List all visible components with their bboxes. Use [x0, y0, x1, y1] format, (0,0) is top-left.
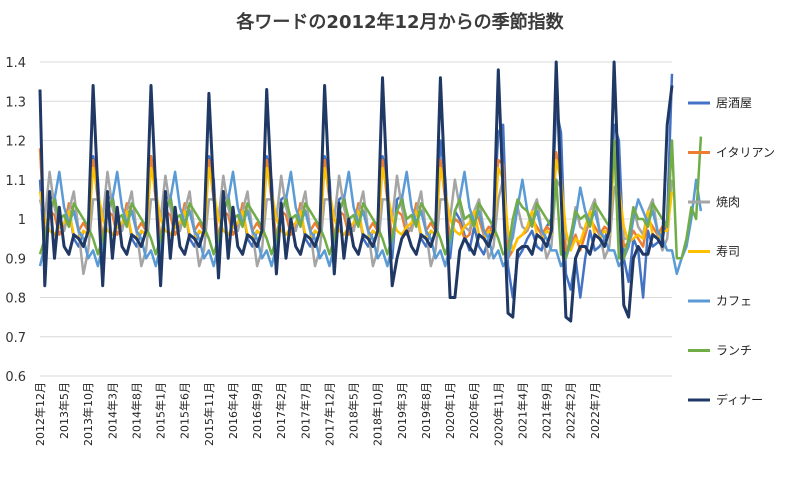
x-tick-label: 2022年7月	[588, 382, 602, 439]
y-tick-label: 1.4	[5, 56, 26, 71]
x-tick-label: 2020年11月	[491, 382, 505, 446]
x-tick-label: 2021年9月	[540, 382, 554, 439]
x-tick-label: 2017年7月	[298, 382, 312, 439]
y-tick-label: 1	[18, 213, 26, 228]
x-tick-label: 2016年9月	[250, 382, 264, 439]
series-line-6	[38, 136, 703, 260]
x-tick-label: 2014年8月	[129, 382, 143, 439]
legend-label: 居酒屋	[716, 96, 752, 110]
x-tick-label: 2012年12月	[33, 382, 47, 446]
x-tick-label: 2013年10月	[81, 382, 95, 446]
x-tick-label: 2018年5月	[347, 382, 361, 439]
x-tick-label: 2015年11月	[202, 382, 216, 446]
legend-label: 焼肉	[716, 195, 740, 209]
legend-label: ディナー	[716, 392, 763, 407]
x-tick-label: 2013年5月	[57, 382, 71, 439]
x-tick-label: 2019年3月	[395, 382, 409, 439]
x-tick-label: 2017年12月	[322, 382, 336, 446]
y-tick-label: 0.7	[5, 331, 26, 346]
series-line-7	[38, 60, 674, 323]
x-tick-label: 2016年4月	[226, 382, 240, 439]
y-tick-label: 1.3	[5, 95, 26, 110]
legend-label: 寿司	[716, 245, 740, 259]
x-tick-label: 2020年6月	[467, 382, 481, 439]
legend-label: カフェ	[716, 294, 752, 308]
x-tick-label: 2019年8月	[419, 382, 433, 439]
legend-label: ランチ	[716, 344, 752, 358]
y-tick-label: 1.2	[5, 135, 26, 150]
x-tick-label: 2022年2月	[564, 382, 578, 439]
series-line-1	[38, 73, 674, 299]
x-tick-label: 2015年6月	[178, 382, 192, 439]
y-tick-label: 1.1	[5, 174, 26, 189]
y-tick-label: 0.9	[5, 252, 26, 267]
x-tick-label: 2021年4月	[515, 382, 529, 439]
y-tick-label: 0.6	[5, 370, 26, 385]
x-tick-label: 2017年2月	[274, 382, 288, 439]
x-tick-label: 2018年10月	[371, 382, 385, 446]
x-tick-label: 2014年3月	[105, 382, 119, 439]
x-tick-label: 2020年1月	[443, 382, 457, 439]
chart-title: 各ワードの2012年12月からの季節指数	[236, 12, 564, 33]
y-tick-label: 0.8	[5, 292, 26, 307]
x-tick-label: 2015年1月	[154, 382, 168, 439]
legend-label: イタリアン	[716, 146, 775, 160]
